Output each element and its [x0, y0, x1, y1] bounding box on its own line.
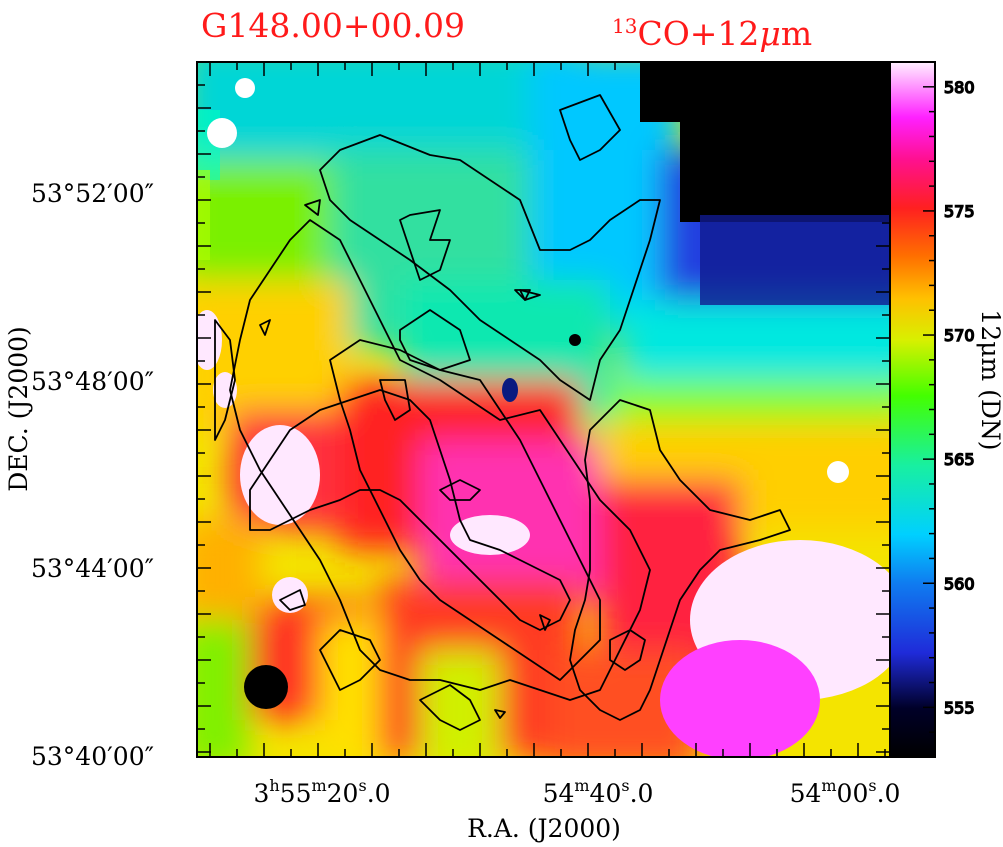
axis-ticks [197, 61, 890, 757]
co-contours [214, 94, 791, 731]
contour-line [319, 134, 661, 401]
y-tick-label: 53°44′00″ [31, 554, 154, 583]
figure-title-tracer: 13CO+12μm [612, 6, 812, 54]
tracer-unit: m [780, 14, 813, 53]
x-tick-label: 54m00s.0 [790, 776, 901, 808]
colorbar-tick-label: 570 [944, 326, 975, 345]
colorbar-tick-label: 565 [944, 450, 975, 469]
contour-line [304, 199, 321, 216]
figure-title-source: G148.00+00.09 [201, 6, 465, 45]
colorbar [889, 61, 936, 758]
beam-marker [244, 665, 288, 709]
contour-line [379, 379, 411, 421]
contour-line [259, 319, 271, 336]
x-axis-label: R.A. (J2000) [467, 814, 621, 843]
y-tick-labels: 53°52′00″ 53°48′00″ 53°44′00″ 53°40′00″ [31, 179, 154, 771]
contour-line [419, 684, 481, 731]
colorbar-tick-label: 580 [944, 78, 975, 97]
tracer-text: CO+12 [637, 14, 760, 53]
x-tick-label: 54m40s.0 [543, 776, 654, 808]
contour-line [229, 219, 651, 701]
contour-line [609, 629, 646, 671]
tracer-mu: μ [759, 14, 781, 53]
contour-line [329, 339, 601, 681]
colorbar-tick-label: 575 [944, 202, 975, 221]
heatmap-image [197, 62, 890, 757]
contour-line [249, 389, 571, 631]
x-tick-labels: 3h55m20s.0 54m40s.0 54m00s.0 [253, 776, 900, 808]
y-tick-label: 53°40′00″ [31, 742, 154, 771]
contour-line [519, 289, 541, 301]
contour-line [494, 709, 506, 719]
y-tick-label: 53°52′00″ [31, 179, 154, 208]
contour-line [559, 94, 621, 161]
contour-line [399, 309, 471, 371]
contour-line [214, 319, 236, 441]
x-tick-label: 3h55m20s.0 [253, 776, 390, 808]
contour-line [539, 614, 551, 631]
tracer-superscript: 13 [612, 14, 638, 38]
colorbar-tick-label: 555 [944, 698, 975, 717]
contour-line [569, 399, 791, 721]
colorbar-label: 12μm (DN) [976, 309, 1003, 450]
colorbar-tick-label: 560 [944, 574, 975, 593]
contour-line [439, 479, 481, 501]
contour-line [399, 209, 451, 281]
y-axis-label: DEC. (J2000) [4, 326, 33, 492]
y-tick-label: 53°48′00″ [31, 367, 154, 396]
contour-line [319, 629, 381, 691]
contour-line [279, 589, 306, 611]
colorbar-ticks: 555 560 565 570 575 580 [923, 77, 975, 733]
